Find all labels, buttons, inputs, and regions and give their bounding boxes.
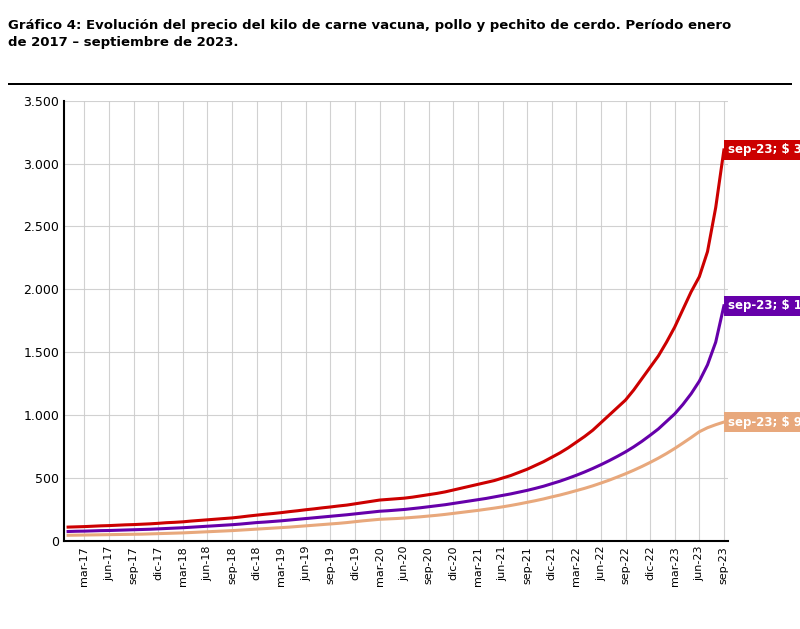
- Precio por KG del cerdo: [424, 503, 434, 511]
- Text: sep-23; $ 1.869: sep-23; $ 1.869: [728, 299, 800, 313]
- Precio por KG de la carne vacuna: [629, 386, 638, 394]
- Text: sep-23; $ 945: sep-23; $ 945: [728, 416, 800, 428]
- Text: sep-23; $ 3.108: sep-23; $ 3.108: [728, 143, 800, 157]
- Precio por KG del pollo: [424, 512, 434, 520]
- Precio por KG de la carne vacuna: [654, 352, 663, 360]
- Precio por KG del pollo: [63, 532, 73, 539]
- Precio por KG del cerdo: [547, 480, 557, 487]
- Precio por KG del cerdo: [629, 443, 638, 450]
- Precio por KG de la carne vacuna: [424, 491, 434, 498]
- Precio por KG del cerdo: [654, 425, 663, 433]
- Precio por KG del pollo: [547, 493, 557, 501]
- Precio por KG del cerdo: [596, 461, 606, 469]
- Precio por KG del pollo: [719, 418, 729, 426]
- Precio por KG de la carne vacuna: [596, 419, 606, 426]
- Text: Gráfico 4: Evolución del precio del kilo de carne vacuna, pollo y pechito de cer: Gráfico 4: Evolución del precio del kilo…: [8, 19, 731, 49]
- Precio por KG de la carne vacuna: [719, 146, 729, 153]
- Precio por KG del pollo: [473, 506, 482, 514]
- Precio por KG de la carne vacuna: [547, 454, 557, 461]
- Line: Precio por KG de la carne vacuna: Precio por KG de la carne vacuna: [68, 150, 724, 527]
- Line: Precio por KG del pollo: Precio por KG del pollo: [68, 422, 724, 535]
- Precio por KG de la carne vacuna: [63, 523, 73, 531]
- Precio por KG del pollo: [629, 467, 638, 474]
- Line: Precio por KG del cerdo: Precio por KG del cerdo: [68, 306, 724, 532]
- Precio por KG del cerdo: [473, 496, 482, 503]
- Precio por KG de la carne vacuna: [473, 481, 482, 488]
- Precio por KG del cerdo: [63, 528, 73, 535]
- Precio por KG del cerdo: [719, 302, 729, 309]
- Precio por KG del pollo: [596, 479, 606, 487]
- Precio por KG del pollo: [654, 454, 663, 462]
